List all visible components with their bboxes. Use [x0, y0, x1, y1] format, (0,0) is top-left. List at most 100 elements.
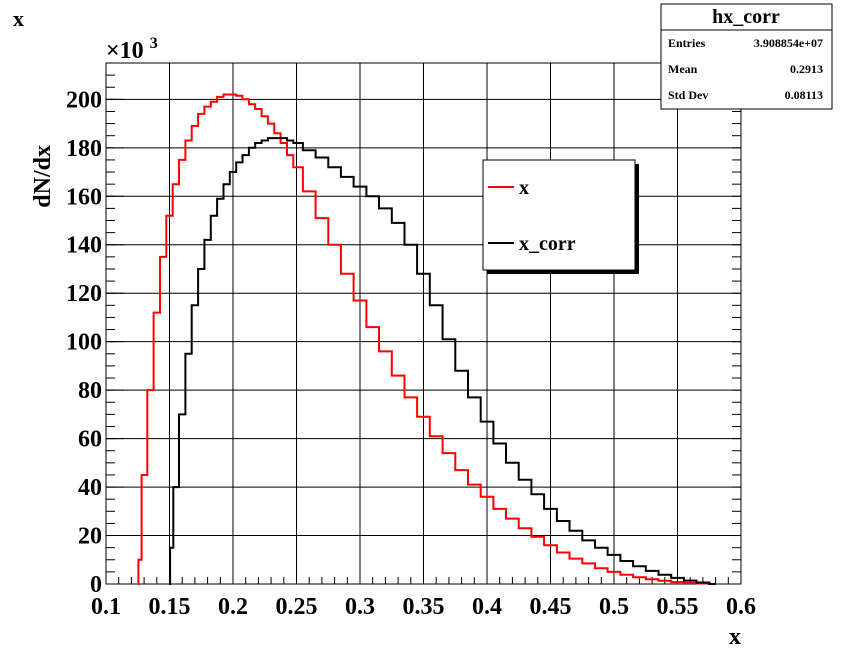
data-point: [225, 93, 228, 96]
data-point: [486, 495, 488, 498]
data-point: [333, 243, 336, 246]
data-point: [321, 217, 323, 219]
data-point: [537, 535, 539, 538]
series-line-x: [137, 93, 716, 585]
data-point: [289, 139, 291, 142]
data-point: [676, 581, 679, 583]
x-tick-label: 0.35: [403, 594, 445, 620]
data-point: [625, 573, 628, 576]
y-multiplier-base: ×10: [106, 38, 144, 64]
data-point: [511, 462, 514, 464]
data-point: [410, 396, 412, 399]
data-point: [549, 508, 552, 510]
stats-box-frame: [660, 3, 833, 110]
data-point: [689, 582, 691, 584]
stats-box-title: hx_corr: [712, 6, 780, 28]
data-point: [187, 139, 190, 142]
data-point: [549, 544, 552, 547]
x-tick-label: 0.6: [726, 594, 756, 620]
data-point: [562, 520, 564, 522]
x-tick-label: 0.3: [345, 594, 375, 620]
data-point: [232, 93, 234, 96]
stats-stddev-label: Std Dev: [668, 88, 708, 102]
data-point: [397, 222, 399, 224]
data-point: [473, 483, 476, 486]
data-point: [206, 105, 209, 108]
data-point: [651, 570, 653, 572]
data-point: [200, 113, 203, 115]
data-point: [251, 147, 253, 149]
y-tick-label: 80: [78, 378, 102, 404]
data-point: [162, 256, 164, 258]
data-point: [263, 115, 266, 118]
data-point: [232, 171, 234, 173]
data-point: [524, 527, 526, 530]
data-point: [448, 452, 450, 454]
data-point: [575, 529, 577, 532]
data-point: [169, 546, 172, 549]
x-axis-ticks: 0.1 0.15 0.2 0.25 0.3 0.35 0.4 0.45 0.5 0.55 0.6: [91, 569, 756, 620]
data-point: [410, 243, 412, 246]
data-point: [460, 469, 463, 471]
legend-label-x: x: [519, 177, 529, 199]
data-point: [251, 103, 253, 105]
x-tick-label: 0.15: [149, 594, 191, 620]
data-point: [397, 374, 399, 377]
plot-area: 0.1 0.15 0.2 0.25 0.3 0.35 0.4 0.45 0.5 0.55 0.6 0…: [66, 62, 756, 620]
data-point: [213, 214, 215, 217]
legend-box: [482, 159, 636, 271]
data-point: [244, 98, 247, 101]
data-point: [270, 137, 272, 139]
y-tick-label: 60: [78, 427, 102, 453]
data-point: [460, 369, 463, 372]
data-point: [276, 132, 279, 135]
y-tick-label: 160: [66, 184, 102, 210]
data-point: [175, 183, 177, 185]
legend-label-x-corr: x_corr: [519, 233, 576, 255]
data-point: [473, 396, 476, 399]
canvas-title: x: [13, 6, 24, 31]
data-point: [143, 474, 145, 476]
stats-entries-label: Entries: [668, 36, 706, 50]
data-point: [359, 185, 361, 188]
data-point: [346, 273, 349, 275]
data-point: [346, 176, 349, 178]
y-tick-label: 200: [66, 87, 102, 113]
data-point: [384, 350, 387, 353]
data-point: [486, 420, 488, 423]
y-tick-label: 180: [66, 136, 102, 162]
y-axis-ticks: 0 20 40 60 80 100 120 140 160 180 200: [66, 62, 741, 598]
data-point: [575, 557, 577, 560]
data-point: [638, 565, 641, 568]
data-point: [625, 560, 628, 562]
data-point: [187, 352, 190, 355]
data-point: [371, 326, 374, 328]
data-point: [181, 159, 183, 161]
data-point: [422, 415, 425, 418]
x-tick-label: 0.1: [91, 594, 121, 620]
x-tick-label: 0.55: [657, 594, 699, 620]
data-point: [168, 214, 171, 217]
data-point: [384, 207, 387, 210]
data-point: [270, 122, 272, 125]
data-point: [181, 413, 183, 416]
data-point: [562, 551, 564, 554]
data-point: [664, 573, 666, 576]
stats-entries-value: 3.908854e+07: [754, 36, 823, 50]
data-point: [168, 583, 171, 585]
data-point: [283, 137, 285, 139]
data-point: [225, 183, 228, 185]
data-point: [194, 304, 196, 307]
data-point: [371, 195, 374, 198]
data-point: [689, 579, 691, 582]
data-point: [136, 583, 139, 585]
data-point: [638, 576, 641, 579]
data-point: [587, 539, 590, 542]
x-tick-label: 0.2: [218, 594, 248, 620]
data-point: [200, 268, 203, 270]
data-point: [308, 190, 311, 193]
data-point: [511, 517, 514, 520]
data-point: [676, 577, 679, 579]
data-point: [651, 578, 653, 580]
y-tick-label: 40: [78, 475, 102, 501]
